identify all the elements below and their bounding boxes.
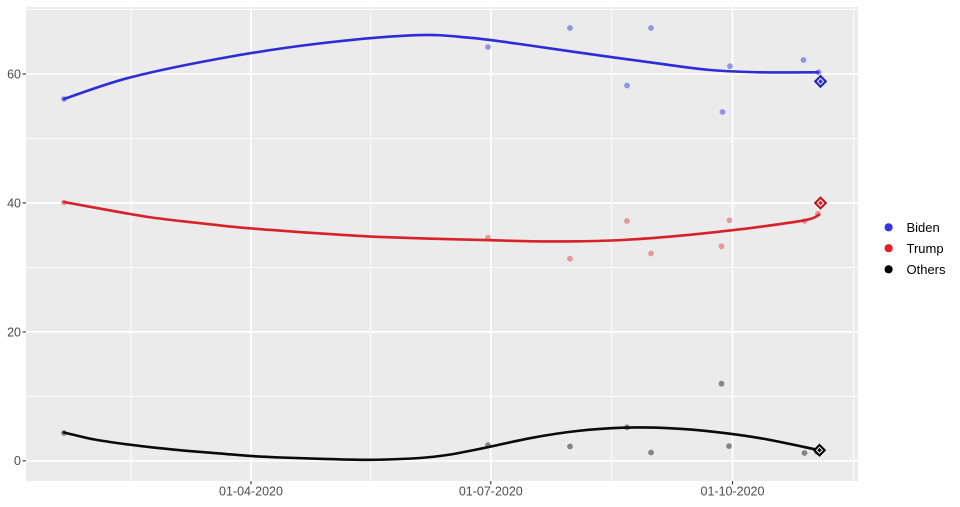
svg-text:Biden: Biden (907, 220, 940, 235)
svg-text:40: 40 (7, 196, 21, 210)
svg-text:Others: Others (907, 262, 947, 277)
svg-text:0: 0 (14, 454, 21, 468)
svg-text:01-10-2020: 01-10-2020 (701, 485, 765, 499)
svg-text:01-07-2020: 01-07-2020 (459, 485, 523, 499)
svg-text:20: 20 (7, 325, 21, 339)
svg-text:01-04-2020: 01-04-2020 (219, 485, 283, 499)
svg-text:60: 60 (7, 67, 21, 81)
svg-text:Trump: Trump (907, 241, 944, 256)
